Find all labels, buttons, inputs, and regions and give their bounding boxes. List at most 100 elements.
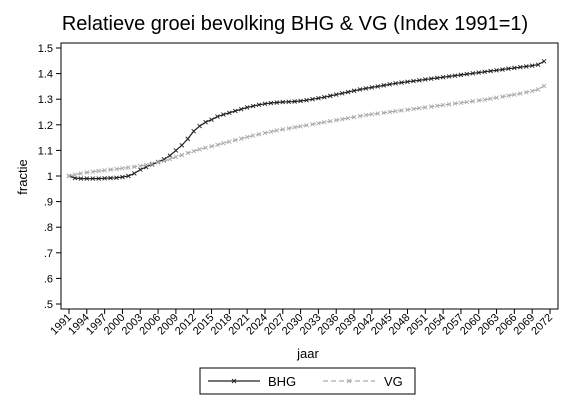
data-point-bhg — [387, 82, 392, 87]
data-point-vg — [203, 145, 208, 151]
data-point-vg — [244, 134, 250, 140]
data-point-bhg — [517, 64, 523, 70]
x-axis-label: jaar — [296, 346, 319, 361]
data-point-vg — [108, 167, 113, 172]
y-tick-label: .5 — [44, 299, 53, 311]
y-tick-label: .9 — [44, 197, 53, 209]
data-point-bhg — [500, 67, 505, 72]
data-point-bhg — [440, 74, 446, 80]
data-point-bhg — [132, 171, 137, 176]
data-point-bhg — [428, 76, 434, 82]
data-point-vg — [149, 161, 155, 167]
data-point-vg — [137, 163, 143, 169]
data-point-bhg — [422, 77, 428, 82]
data-point-bhg — [310, 96, 315, 102]
data-point-vg — [446, 102, 452, 107]
data-point-vg — [529, 88, 535, 94]
x-axis: 1991199419972000200320062009201220152018… — [48, 309, 555, 337]
y-tick-label: 1.3 — [38, 94, 53, 106]
data-point-vg — [351, 114, 357, 120]
data-point-vg — [161, 158, 167, 164]
data-point-vg — [238, 136, 244, 141]
data-point-vg — [440, 102, 446, 108]
data-point-vg — [363, 112, 369, 118]
data-point-vg — [262, 130, 268, 136]
data-point-vg — [114, 166, 119, 172]
data-point-vg — [506, 93, 511, 98]
data-point-vg — [256, 131, 262, 137]
data-point-bhg — [488, 68, 493, 74]
data-point-vg — [96, 168, 102, 174]
data-point-vg — [66, 173, 72, 179]
data-point-vg — [422, 105, 428, 110]
data-point-bhg — [108, 175, 113, 181]
data-point-vg — [333, 117, 339, 123]
data-point-vg — [458, 100, 464, 106]
data-point-bhg — [357, 87, 363, 92]
data-point-bhg — [149, 162, 155, 167]
data-point-vg — [191, 148, 197, 154]
data-point-bhg — [476, 70, 482, 75]
x-tick-label: 2072 — [529, 312, 555, 338]
data-point-vg — [232, 137, 238, 143]
data-point-bhg — [114, 175, 119, 181]
data-point-bhg — [256, 102, 262, 108]
data-point-bhg — [369, 85, 375, 90]
data-point-vg — [381, 110, 387, 116]
data-point-vg — [120, 166, 125, 171]
data-point-bhg — [339, 90, 345, 96]
data-point-bhg — [363, 86, 369, 91]
legend-label-vg: VG — [384, 374, 403, 389]
data-point-bhg — [381, 83, 387, 88]
y-tick-label: 1.2 — [38, 120, 53, 132]
data-point-bhg — [470, 71, 476, 76]
y-tick-label: .6 — [44, 273, 53, 285]
data-point-vg — [316, 120, 321, 126]
data-point-bhg — [411, 78, 416, 84]
data-point-vg — [72, 172, 78, 178]
data-point-vg — [274, 128, 280, 133]
data-point-bhg — [541, 58, 547, 64]
data-point-vg — [268, 129, 274, 135]
data-point-bhg — [399, 80, 404, 85]
legend-marker-bhg — [231, 378, 237, 384]
y-tick-label: .7 — [44, 248, 53, 260]
data-point-vg — [517, 91, 523, 96]
data-point-bhg — [464, 71, 470, 77]
data-point-vg — [345, 115, 351, 121]
legend-marker-vg — [346, 378, 352, 384]
plot-area — [60, 42, 559, 310]
y-tick-label: 1 — [47, 171, 53, 183]
data-point-bhg — [304, 97, 309, 103]
data-point-bhg — [250, 103, 256, 109]
data-point-vg — [250, 133, 256, 138]
data-point-vg — [126, 165, 131, 170]
data-point-vg — [357, 113, 363, 119]
data-point-vg — [292, 125, 297, 130]
y-tick-label: 1.5 — [38, 43, 53, 55]
data-point-bhg — [393, 81, 398, 86]
data-point-vg — [102, 168, 107, 173]
y-tick-label: 1.1 — [38, 145, 53, 157]
data-point-vg — [535, 87, 541, 92]
data-point-vg — [399, 108, 404, 113]
data-point-bhg — [262, 101, 268, 107]
data-point-vg — [393, 108, 398, 114]
legend: BHG VG — [199, 367, 416, 395]
data-point-bhg — [268, 100, 274, 106]
data-point-vg — [541, 83, 547, 89]
data-point-vg — [476, 98, 482, 103]
data-point-bhg — [274, 100, 280, 105]
data-point-vg — [375, 111, 381, 116]
data-point-vg — [405, 107, 410, 113]
data-point-bhg — [197, 123, 202, 129]
data-point-bhg — [244, 105, 250, 110]
data-point-vg — [470, 98, 476, 104]
data-point-bhg — [333, 92, 339, 97]
data-point-vg — [167, 156, 173, 162]
data-point-bhg — [292, 99, 297, 104]
data-point-bhg — [417, 77, 422, 83]
data-point-vg — [155, 160, 161, 165]
chart-title: Relatieve groei bevolking BHG & VG (Inde… — [62, 13, 528, 35]
